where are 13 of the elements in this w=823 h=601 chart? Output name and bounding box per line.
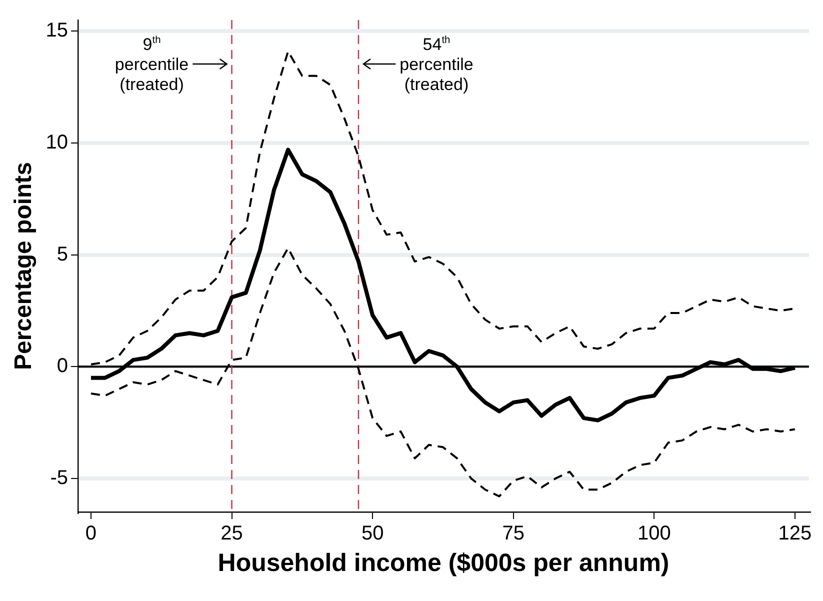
y-tick-label: 15 bbox=[46, 20, 68, 42]
x-tick-label: 125 bbox=[778, 522, 812, 545]
x-tick-label: 75 bbox=[502, 522, 524, 545]
x-tick-label: 100 bbox=[637, 522, 671, 545]
y-tick-label: 5 bbox=[56, 243, 68, 266]
x-tick-label: 25 bbox=[220, 522, 243, 545]
x-axis-title: Household income ($000s per annum) bbox=[218, 548, 670, 577]
y-tick-label: -5 bbox=[50, 466, 68, 489]
y-axis-title: Percentage points bbox=[10, 162, 38, 370]
x-tick-label: 0 bbox=[85, 522, 97, 545]
y-tick-label: 10 bbox=[46, 132, 68, 154]
x-tick-label: 50 bbox=[361, 522, 384, 545]
y-tick-label: 0 bbox=[56, 355, 68, 378]
